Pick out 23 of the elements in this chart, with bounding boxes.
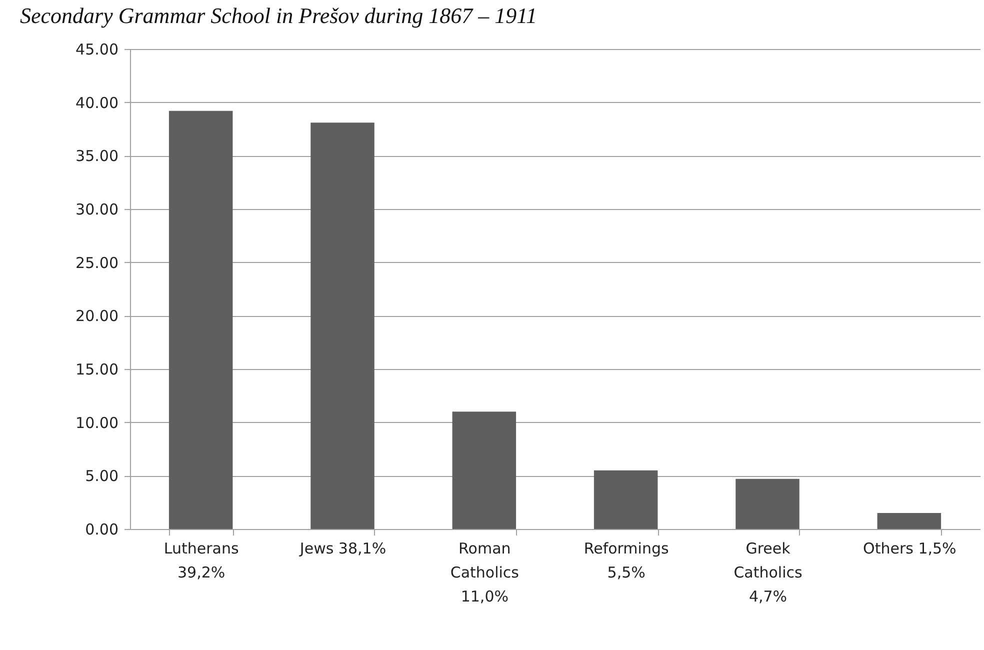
y-tick-label: 0.00: [85, 520, 118, 538]
x-tick-label: Roman Catholics 11,0%: [450, 540, 520, 606]
bar: [877, 513, 942, 529]
x-tick-label: Reformings 5,5%: [584, 540, 669, 582]
y-tick-label: 25.00: [76, 254, 118, 272]
y-tick-label: 5.00: [85, 467, 118, 486]
bar: [736, 478, 800, 529]
x-tick-label: Jews 38,1%: [298, 540, 386, 558]
y-tick-label: 35.00: [76, 147, 118, 166]
bar: [452, 412, 516, 529]
bar: [168, 110, 233, 529]
bar: [594, 470, 658, 529]
bar: [310, 122, 374, 529]
chart-title: Secondary Grammar School in Prešov during 1867 – 1911: [20, 3, 537, 28]
x-tick-label: Greek Catholics 4,7%: [734, 540, 802, 606]
x-tick-label: Others 1,5%: [863, 540, 956, 558]
x-tick-label: Lutherans 39,2%: [164, 540, 239, 582]
y-tick-label: 10.00: [76, 414, 118, 432]
y-tick-label: 20.00: [76, 307, 118, 326]
y-tick-label: 40.00: [76, 94, 118, 112]
y-tick-label: 15.00: [76, 360, 118, 378]
y-tick-label: 45.00: [76, 40, 118, 58]
y-tick-label: 30.00: [76, 200, 118, 218]
